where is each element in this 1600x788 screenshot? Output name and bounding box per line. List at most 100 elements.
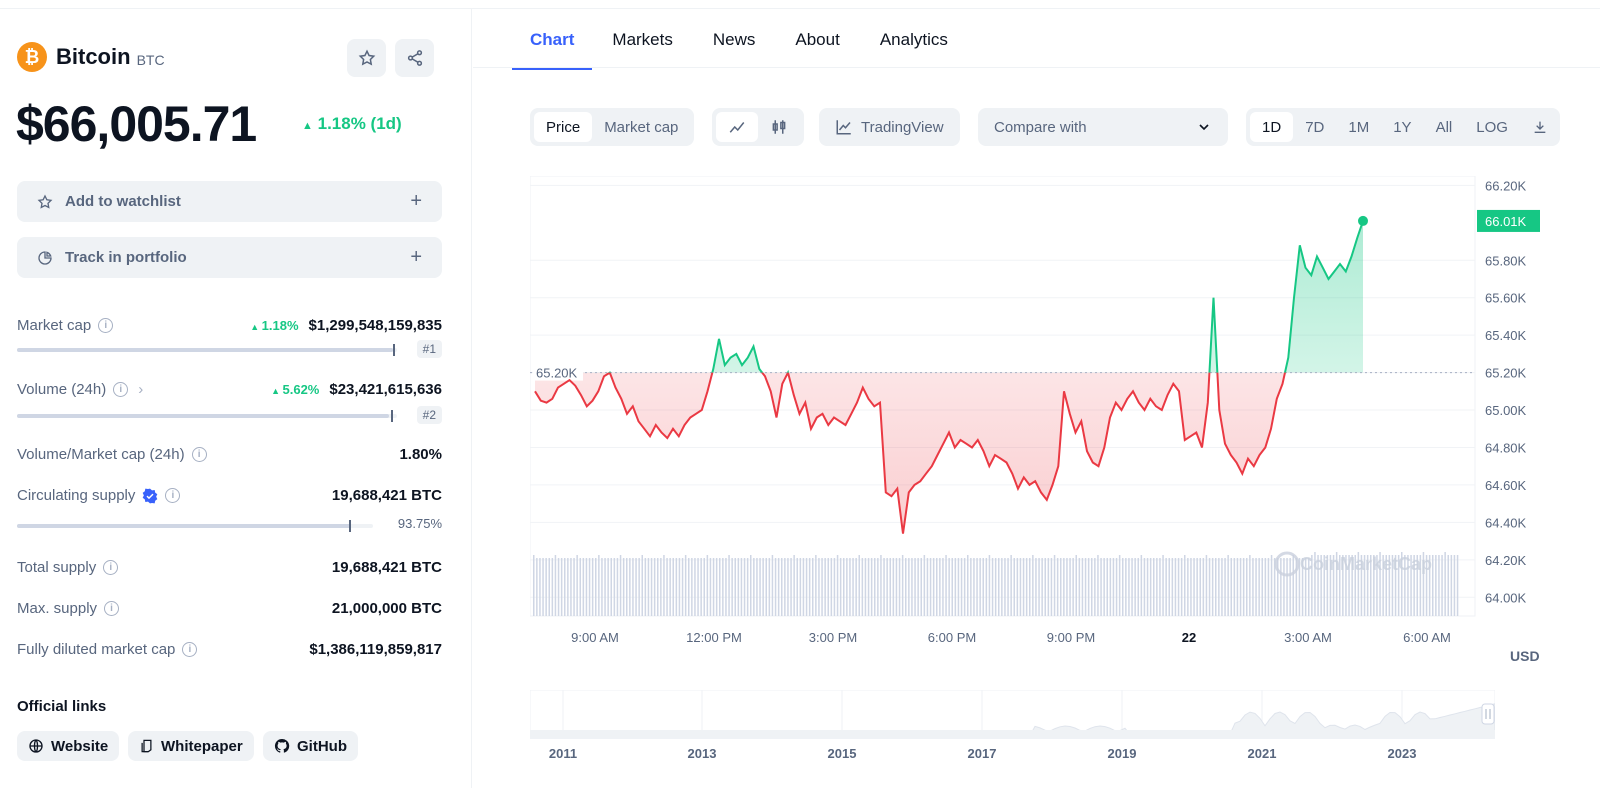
volume-bar <box>1202 558 1205 616</box>
volume-bar <box>762 558 764 616</box>
volume-bar <box>1453 555 1456 616</box>
volume-bar <box>567 558 569 616</box>
github-link[interactable]: GitHub <box>263 731 358 761</box>
track-portfolio-button[interactable]: Track in portfolio + <box>17 237 442 278</box>
volume-bar <box>1128 558 1130 616</box>
volume-bar <box>827 558 829 616</box>
volume-bar <box>554 555 557 616</box>
price-chart[interactable]: 66.20K 65.80K 65.60K 65.40K 65.20K 65.00K 64.8… <box>530 176 1560 646</box>
history-navigator[interactable]: 2011 2013 2015 2017 2019 2021 2023 <box>530 690 1495 760</box>
tab-about[interactable]: About <box>795 30 840 49</box>
baseline-label: 65.20K <box>536 366 578 381</box>
market-cap-toggle[interactable]: Market cap <box>604 118 679 136</box>
share-button[interactable] <box>395 39 434 77</box>
volume-bar <box>768 558 771 616</box>
volume-bar <box>1091 558 1093 616</box>
volume-bar <box>641 555 643 616</box>
range-7d[interactable]: 7D <box>1305 118 1325 136</box>
compare-with-select[interactable]: Compare with <box>978 108 1228 146</box>
volume-bar <box>815 555 817 616</box>
range-all[interactable]: All <box>1435 118 1453 136</box>
y-tick-label: 64.60K <box>1485 478 1527 493</box>
watermark-logo-icon <box>1274 551 1300 577</box>
range-1y[interactable]: 1Y <box>1393 118 1412 136</box>
volume-bar <box>970 558 972 616</box>
volume-bar <box>657 558 659 616</box>
volume-bar <box>1255 558 1257 616</box>
volume-bar <box>681 558 684 616</box>
volume-bar <box>1441 555 1443 616</box>
price-toggle[interactable]: Price <box>534 112 593 142</box>
navigator-year-label: 2013 <box>688 746 717 760</box>
y-tick-label: 65.80K <box>1485 253 1527 268</box>
info-icon[interactable]: i <box>104 601 120 616</box>
info-icon[interactable]: i <box>191 447 207 462</box>
volume-bar <box>1097 555 1099 616</box>
volume-bar <box>1435 555 1437 616</box>
website-link[interactable]: Website <box>17 731 120 761</box>
tradingview-button[interactable]: TradingView <box>819 108 960 146</box>
info-icon[interactable]: i <box>103 560 119 575</box>
volume-bar <box>1252 558 1254 616</box>
volume-bar <box>1032 555 1034 616</box>
volume-bar <box>629 558 631 616</box>
favorite-star-button[interactable] <box>347 39 386 77</box>
tab-chart[interactable]: Chart <box>512 30 593 70</box>
volume-bar <box>1339 555 1341 616</box>
volume-bar <box>753 558 755 616</box>
volume-bar <box>545 558 547 616</box>
volume-bar <box>1357 552 1360 616</box>
volume-bar <box>1125 558 1127 616</box>
volume-bar <box>1295 558 1298 616</box>
volume-bar <box>1078 558 1081 616</box>
download-button[interactable] <box>1520 112 1560 142</box>
y-tick-label: 64.20K <box>1485 553 1527 568</box>
volume-bar <box>1233 558 1236 616</box>
time-range-toggle: 1D 7D 1M 1Y All LOG <box>1246 108 1560 146</box>
tab-analytics[interactable]: Analytics <box>879 30 948 49</box>
current-price-dot <box>1358 215 1368 226</box>
volume-bar <box>1273 558 1276 616</box>
volume-bar <box>1180 558 1183 616</box>
y-tick-label: 65.40K <box>1485 328 1527 343</box>
y-tick-label: 66.20K <box>1485 178 1527 193</box>
volume-bar <box>1019 558 1022 616</box>
volume-bar <box>588 558 591 616</box>
volume-bar <box>626 558 628 616</box>
volume-bar <box>669 558 671 616</box>
whitepaper-link[interactable]: Whitepaper <box>128 731 254 761</box>
volume-bar <box>1038 558 1040 616</box>
range-1d[interactable]: 1D <box>1250 112 1294 142</box>
tab-markets[interactable]: Markets <box>612 30 673 49</box>
volume-bar <box>1193 558 1195 616</box>
range-1m[interactable]: 1M <box>1348 118 1370 136</box>
volume-bar <box>1060 558 1062 616</box>
log-scale-toggle[interactable]: LOG <box>1476 118 1508 136</box>
chevron-right-icon[interactable]: › <box>138 381 144 398</box>
volume-bar <box>1072 558 1074 616</box>
info-icon[interactable]: i <box>113 382 129 397</box>
volume-bar <box>1345 555 1347 616</box>
volume-bar <box>570 558 572 616</box>
candlestick-button[interactable] <box>758 112 800 142</box>
add-to-watchlist-button[interactable]: Add to watchlist + <box>17 181 442 222</box>
info-icon[interactable]: i <box>165 488 181 503</box>
rank-badge: #1 <box>416 340 442 358</box>
y-tick-label: 65.20K <box>1485 366 1527 381</box>
volume-bar <box>1277 558 1279 616</box>
info-icon[interactable]: i <box>98 318 114 333</box>
volume-bar <box>551 558 554 616</box>
volume-bar <box>1162 555 1164 616</box>
line-chart-button[interactable] <box>716 112 758 142</box>
volume-bar <box>1376 555 1378 616</box>
volume-bar <box>1215 558 1217 616</box>
price-line-down <box>534 372 1287 534</box>
volume-bar <box>1100 558 1102 616</box>
info-icon[interactable]: i <box>182 642 198 657</box>
navigator-handle[interactable] <box>1481 703 1495 725</box>
volume-bar <box>743 558 746 616</box>
volume-bar <box>1401 552 1403 616</box>
volume-bar <box>700 558 702 616</box>
navigator-year-label: 2021 <box>1248 746 1277 760</box>
tab-news[interactable]: News <box>712 30 756 49</box>
